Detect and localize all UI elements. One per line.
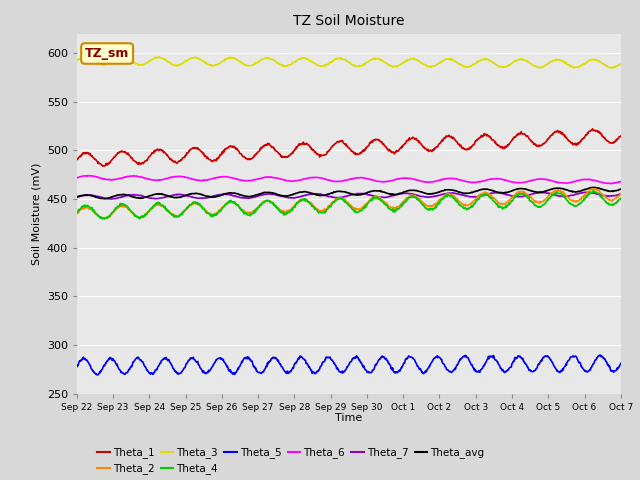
Theta_6	[498, 177, 506, 182]
Theta_4	[313, 207, 321, 213]
Theta_2	[617, 191, 625, 197]
Line: Theta_2: Theta_2	[77, 189, 621, 219]
Theta_4	[294, 200, 301, 206]
Line: Theta_5: Theta_5	[77, 355, 621, 375]
Theta_3	[294, 57, 301, 63]
Theta_5	[498, 366, 506, 372]
Theta_7	[108, 196, 115, 202]
Theta_5	[73, 364, 81, 370]
Theta_6	[313, 175, 321, 180]
Theta_5	[447, 369, 455, 375]
Theta_3	[536, 65, 543, 71]
Theta_7	[498, 191, 506, 196]
Theta_5	[94, 372, 102, 378]
Title: TZ Soil Moisture: TZ Soil Moisture	[293, 14, 404, 28]
Theta_1	[313, 152, 321, 157]
Theta_3	[617, 61, 625, 67]
Theta_2	[73, 211, 81, 216]
Theta_3	[498, 63, 506, 69]
Theta_1	[294, 144, 301, 150]
Theta_2	[588, 186, 595, 192]
Theta_5	[508, 364, 515, 370]
Theta_2	[447, 192, 455, 198]
Line: Theta_avg: Theta_avg	[77, 187, 621, 199]
Theta_6	[129, 173, 137, 179]
Theta_3	[129, 59, 137, 65]
Theta_avg	[313, 192, 321, 198]
Theta_7	[129, 192, 137, 198]
Theta_avg	[498, 190, 506, 195]
Theta_3	[508, 61, 515, 67]
Theta_1	[73, 157, 81, 163]
Theta_2	[294, 199, 301, 205]
Theta_3	[313, 62, 321, 68]
Line: Theta_4: Theta_4	[77, 191, 621, 219]
Line: Theta_1: Theta_1	[77, 129, 621, 166]
Theta_avg	[100, 196, 108, 202]
Theta_avg	[73, 194, 81, 200]
Theta_1	[589, 126, 596, 132]
Theta_6	[617, 179, 625, 184]
Theta_1	[447, 134, 455, 140]
Theta_7	[447, 190, 455, 196]
Theta_1	[498, 144, 506, 150]
Theta_3	[82, 54, 90, 60]
Theta_avg	[589, 184, 597, 190]
Theta_avg	[294, 190, 301, 196]
Line: Theta_7: Theta_7	[77, 192, 621, 199]
Text: TZ_sm: TZ_sm	[85, 47, 129, 60]
Theta_4	[447, 193, 455, 199]
Theta_6	[508, 179, 515, 185]
Theta_4	[508, 199, 515, 205]
Theta_6	[294, 178, 301, 183]
Line: Theta_6: Theta_6	[77, 176, 621, 184]
Theta_4	[617, 195, 625, 201]
Theta_5	[129, 360, 137, 365]
Theta_6	[447, 176, 455, 181]
Theta_1	[129, 157, 137, 163]
Theta_7	[313, 191, 321, 197]
Theta_avg	[447, 187, 455, 193]
Theta_4	[589, 188, 597, 193]
Theta_5	[596, 352, 604, 358]
Theta_6	[73, 175, 81, 180]
Theta_avg	[508, 188, 515, 194]
Theta_1	[508, 139, 515, 144]
Theta_1	[100, 163, 108, 169]
Theta_7	[294, 194, 301, 200]
Legend: Theta_1, Theta_2, Theta_3, Theta_4, Theta_5, Theta_6, Theta_7, Theta_avg: Theta_1, Theta_2, Theta_3, Theta_4, Thet…	[93, 443, 488, 479]
Theta_6	[608, 181, 616, 187]
Theta_7	[508, 193, 515, 199]
Theta_7	[617, 192, 625, 197]
Theta_6	[86, 173, 93, 179]
Theta_4	[73, 209, 81, 215]
Theta_4	[100, 216, 108, 222]
Y-axis label: Soil Moisture (mV): Soil Moisture (mV)	[31, 162, 41, 265]
Theta_5	[313, 369, 321, 374]
Theta_3	[447, 57, 455, 63]
Theta_2	[100, 216, 108, 222]
Theta_3	[73, 58, 81, 63]
Line: Theta_3: Theta_3	[77, 57, 621, 68]
Theta_7	[585, 189, 593, 195]
Theta_4	[129, 210, 137, 216]
Theta_2	[313, 206, 321, 212]
Theta_1	[617, 133, 625, 139]
Theta_avg	[129, 194, 137, 200]
Theta_7	[73, 194, 81, 200]
Theta_avg	[617, 186, 625, 192]
Theta_2	[498, 201, 506, 206]
Theta_2	[508, 195, 515, 201]
Theta_4	[498, 204, 506, 210]
Theta_5	[617, 360, 625, 366]
Theta_5	[294, 358, 301, 363]
X-axis label: Time: Time	[335, 413, 362, 423]
Theta_2	[129, 211, 137, 216]
